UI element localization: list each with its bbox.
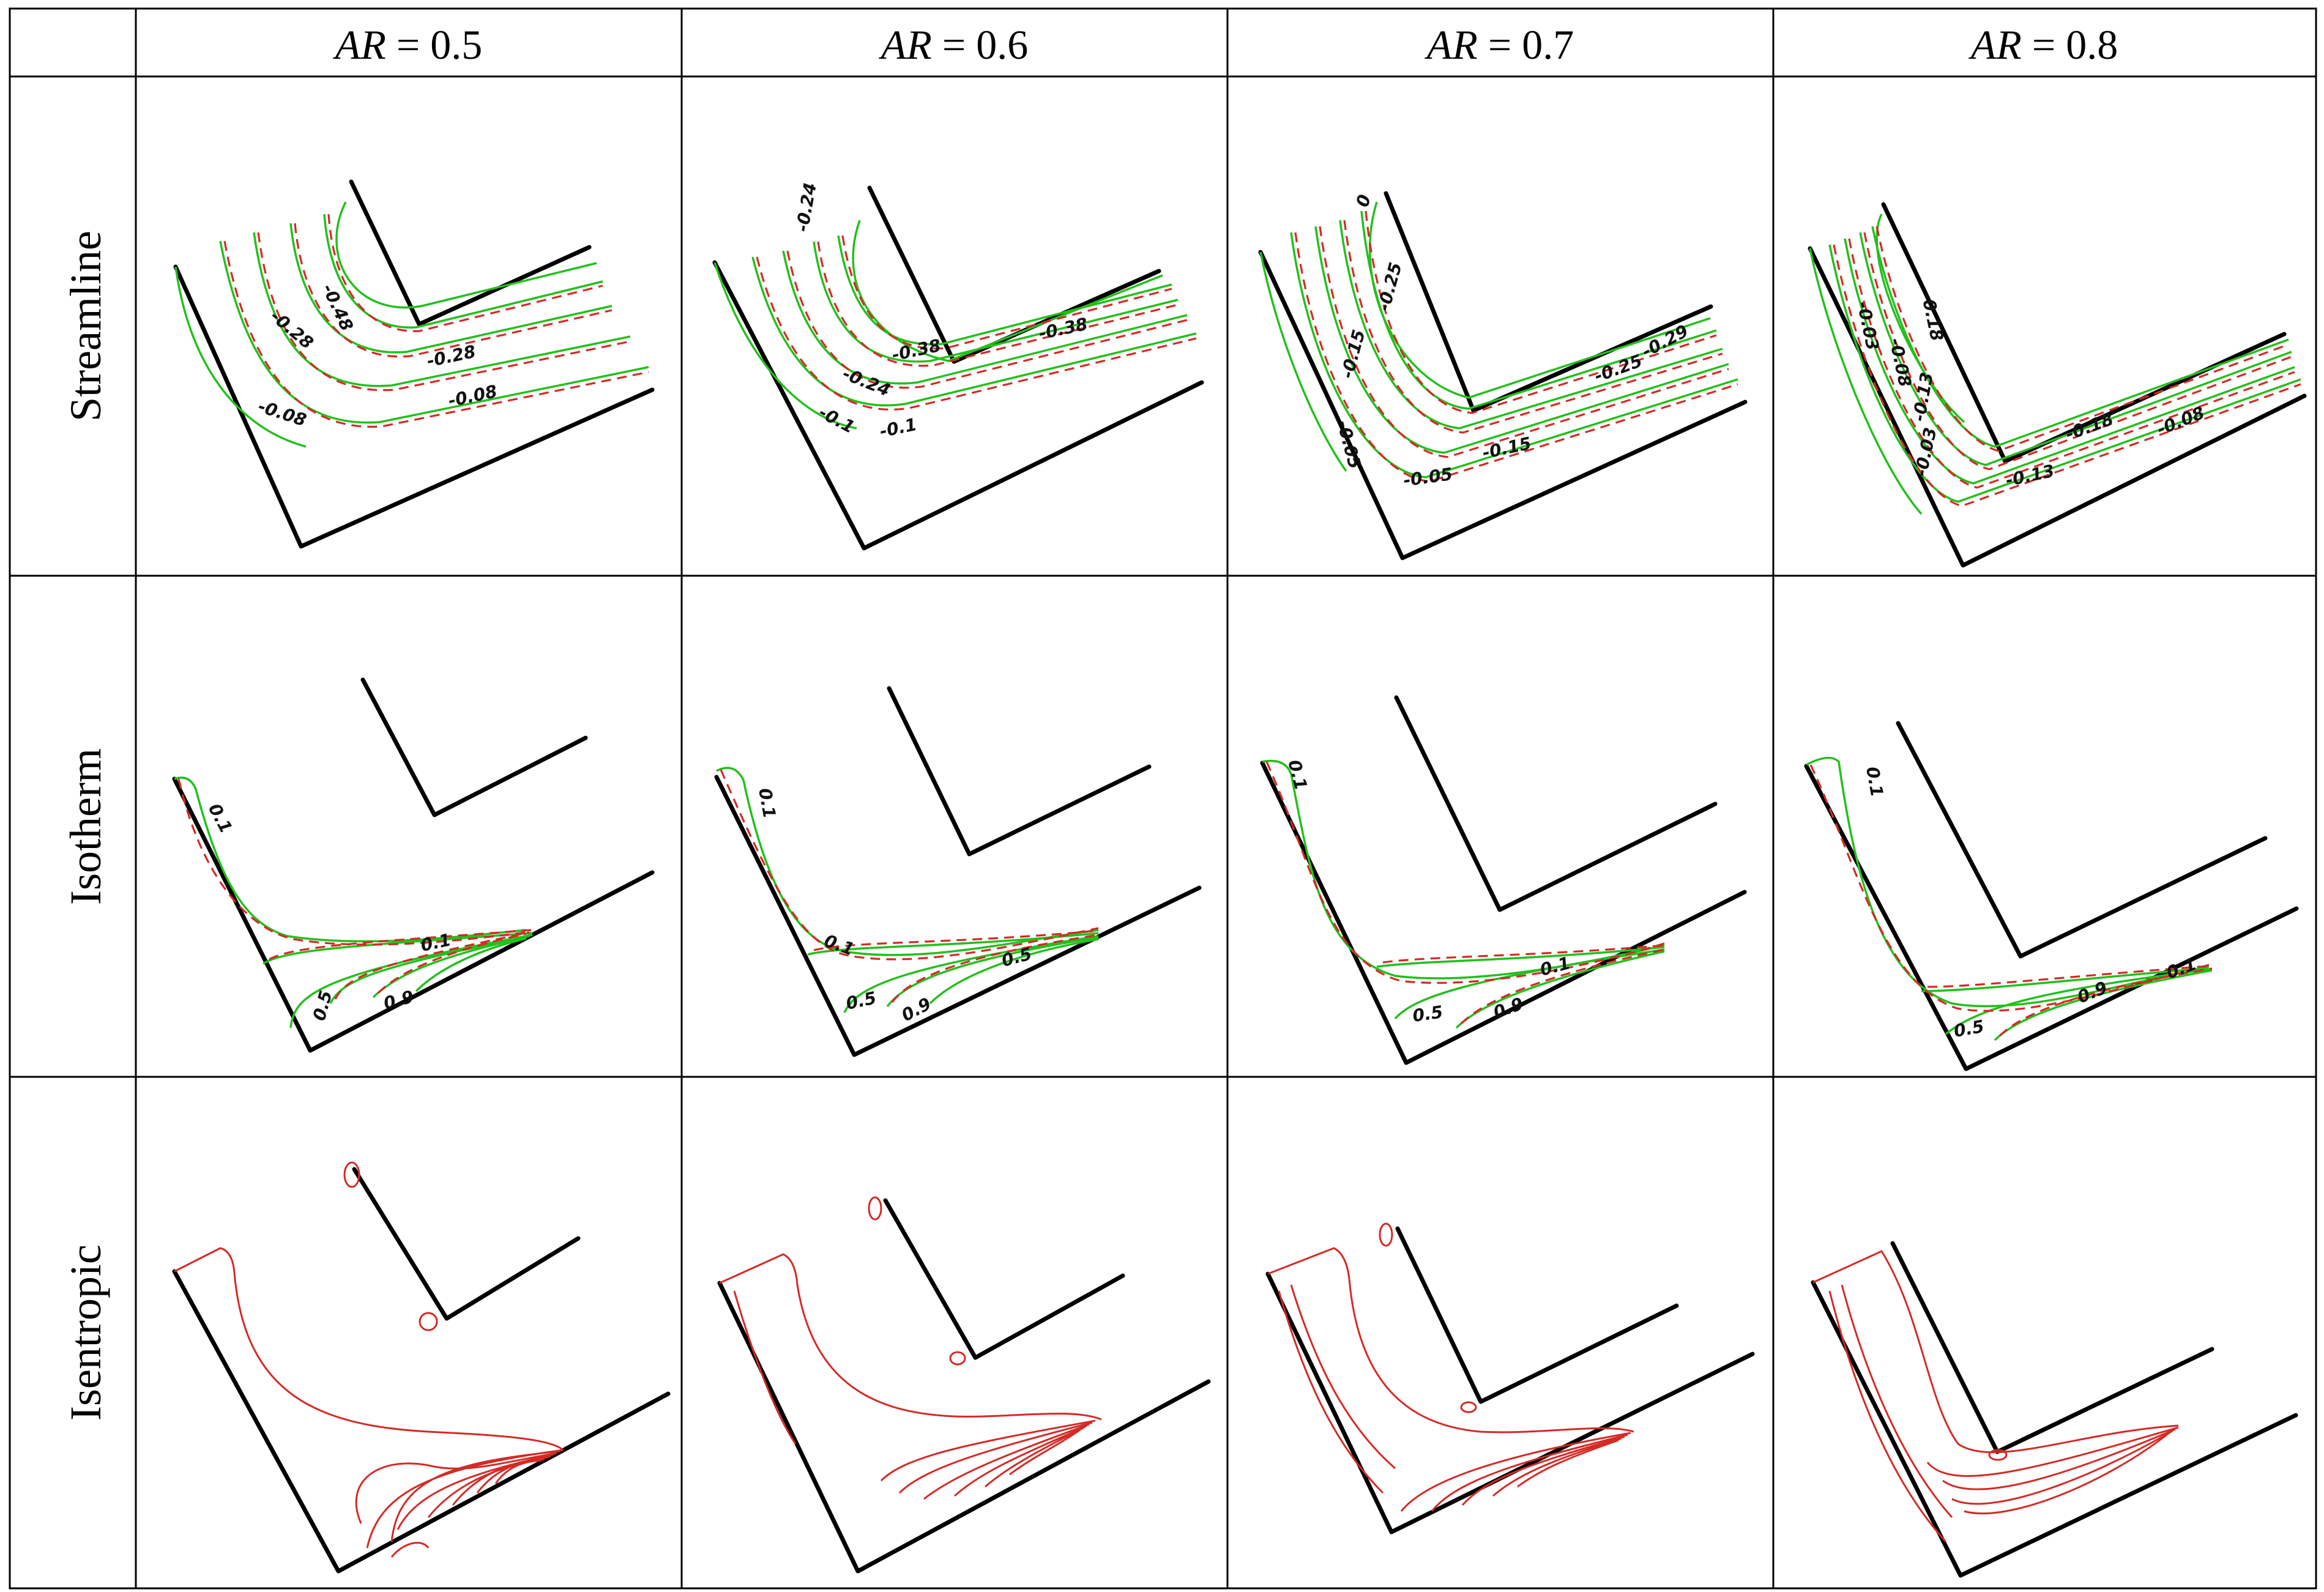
- contour-label: -0.28: [267, 306, 318, 353]
- inner-wall: [1384, 191, 1713, 413]
- inner-wall: [883, 1198, 1125, 1360]
- contour-label: -0.1: [816, 402, 858, 437]
- contour-label: -0.1: [878, 414, 919, 442]
- isentropic-contours: [719, 1196, 1102, 1500]
- inner-wall: [1395, 1226, 1679, 1404]
- outer-wall: [172, 776, 655, 1053]
- streamline-green: [174, 201, 649, 448]
- contour-label: -0.48: [318, 281, 357, 334]
- isotherm-red: [1809, 764, 2213, 1037]
- row-label-isentropic: Isentropic: [61, 1244, 110, 1421]
- isotherm-green: [1262, 759, 1665, 1029]
- ar-value: = 0.7: [1478, 21, 1574, 68]
- contour-label: -0.05: [1402, 464, 1454, 491]
- streamline-panel-ar-0-6: -0.24 -0.38 -0.38 -0.24 -0.1 -0.1: [712, 181, 1204, 551]
- outer-wall: [1258, 250, 1748, 560]
- inner-wall: [352, 1167, 581, 1321]
- isotherm-panel-ar-0-8: 0.1 0.1 0.5 0.9: [1804, 721, 2299, 1071]
- inner-wall: [867, 185, 1161, 364]
- isotherm-red: [720, 769, 1099, 1003]
- ar-value: = 0.5: [386, 21, 482, 68]
- streamline-red: [223, 214, 649, 428]
- streamline-green: [713, 220, 1197, 430]
- outer-wall: [1808, 246, 2307, 568]
- isotherm-panel-ar-0-6: 0.1 0.1 0.5 0.5 0.9: [714, 686, 1202, 1057]
- table-grid: [9, 7, 2317, 1590]
- isotherm-green: [174, 776, 533, 1028]
- contour-label: 0.1: [2164, 954, 2199, 983]
- contour-label: -0.03: [1911, 426, 1941, 478]
- isotherm-green: [1806, 756, 2213, 1041]
- column-header-ar-0-7: AR = 0.7: [1425, 21, 1574, 68]
- streamline-panel-ar-0-7: 0 -0.25 -0.15 -0.29 -0.25 -0.15 -0.05 -0…: [1258, 191, 1748, 560]
- ar-value: = 0.8: [2022, 21, 2118, 68]
- isentropic-panel-ar-0-6: [717, 1196, 1211, 1574]
- inner-wall: [349, 179, 592, 327]
- inner-wall: [1896, 721, 2268, 959]
- contour-label: 0.9: [381, 986, 415, 1014]
- streamline-red: [1833, 226, 2301, 507]
- contour-label: -0.13: [2004, 461, 2057, 491]
- isentropic-contours: [174, 1161, 564, 1558]
- isentropic-panel-ar-0-7: [1265, 1222, 1755, 1534]
- column-header-ar-0-8: AR = 0.8: [1968, 21, 2118, 68]
- column-header-ar-0-6: AR = 0.6: [879, 21, 1028, 68]
- inner-wall: [1890, 1241, 2214, 1454]
- ar-symbol: AR: [333, 21, 386, 68]
- row-label-isotherm: Isotherm: [61, 748, 110, 905]
- contour-label: -0.25: [1374, 260, 1406, 313]
- streamline-red: [1294, 210, 1738, 483]
- ar-symbol: AR: [1425, 21, 1478, 68]
- contour-label: 0.5: [844, 988, 878, 1014]
- ar-symbol: AR: [879, 21, 932, 68]
- streamline-panel-ar-0-8: -0.18 -0.08 -0.03 -0.13 -0.03 -0.18 -0.1…: [1808, 202, 2307, 568]
- ar-value: = 0.6: [932, 21, 1028, 68]
- inner-wall: [1881, 202, 2287, 464]
- isotherm-panel-ar-0-5: 0.1 0.1 0.5 0.9: [172, 677, 655, 1053]
- streamline-panel-ar-0-5: -0.48 -0.28 -0.28 -0.08 -0.08: [173, 179, 655, 549]
- streamline-green: [1809, 214, 2301, 515]
- streamline-red: [756, 235, 1197, 411]
- isentropic-panel-ar-0-5: [172, 1161, 671, 1574]
- outer-wall: [173, 264, 655, 549]
- inner-wall: [1394, 695, 1718, 912]
- isentropic-contours: [1267, 1222, 1634, 1512]
- contour-label: -0.08: [447, 381, 499, 411]
- outer-wall: [1804, 764, 2299, 1071]
- contour-label: -0.05: [1333, 418, 1365, 471]
- contour-label: -0.15: [1337, 327, 1369, 381]
- inner-wall: [887, 686, 1152, 857]
- contour-label: -0.15: [1481, 433, 1533, 463]
- isotherm-panel-ar-0-7: 0.1 0.1 0.5 0.9: [1260, 695, 1747, 1065]
- inner-wall: [360, 677, 588, 817]
- outer-wall: [1811, 1280, 2298, 1578]
- outer-wall: [712, 260, 1204, 551]
- isotherm-red: [177, 778, 533, 1000]
- contour-label: 0.1: [822, 931, 857, 960]
- ar-symbol: AR: [1968, 21, 2022, 68]
- contour-label: -0.08: [256, 396, 309, 430]
- contour-label: -0.24: [792, 181, 821, 233]
- outer-wall: [717, 1281, 1211, 1574]
- outer-wall: [1265, 1271, 1755, 1534]
- isotherm-red: [1265, 761, 1665, 1025]
- contour-label: -0.18: [1917, 291, 1947, 343]
- streamline-green: [1259, 201, 1738, 478]
- contour-label: 0.1: [1284, 757, 1311, 792]
- contour-label: 0.1: [1862, 765, 1887, 798]
- contour-label: 0.1: [754, 786, 780, 820]
- contour-label: -0.18: [2063, 409, 2116, 445]
- column-header-ar-0-5: AR = 0.5: [333, 21, 482, 68]
- contour-label: 0.9: [1491, 994, 1526, 1023]
- isentropic-panel-ar-0-8: [1811, 1241, 2298, 1578]
- row-label-streamline: Streamline: [61, 231, 110, 422]
- outer-wall: [172, 1269, 671, 1574]
- contour-label: 0.5: [1411, 1002, 1444, 1026]
- contour-label: 0: [1352, 192, 1375, 209]
- outer-wall: [714, 775, 1202, 1057]
- contour-label: 0.5: [1952, 1016, 1986, 1041]
- contour-label: -0.24: [840, 363, 893, 401]
- isentropic-contours: [1812, 1250, 2179, 1543]
